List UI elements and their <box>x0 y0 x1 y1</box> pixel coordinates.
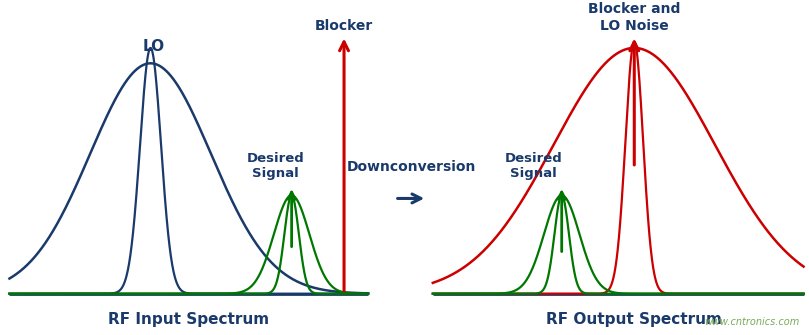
Text: Blocker and
LO Noise: Blocker and LO Noise <box>588 2 680 32</box>
Text: www.cntronics.com: www.cntronics.com <box>705 318 799 328</box>
Text: LO: LO <box>142 39 164 54</box>
Text: RF Input Spectrum: RF Input Spectrum <box>108 313 269 328</box>
Text: Desired
Signal: Desired Signal <box>247 152 304 180</box>
Text: Downconversion: Downconversion <box>346 160 476 174</box>
Text: RF Output Spectrum: RF Output Spectrum <box>546 313 722 328</box>
Text: Blocker: Blocker <box>315 18 373 32</box>
Text: Desired
Signal: Desired Signal <box>505 152 562 180</box>
